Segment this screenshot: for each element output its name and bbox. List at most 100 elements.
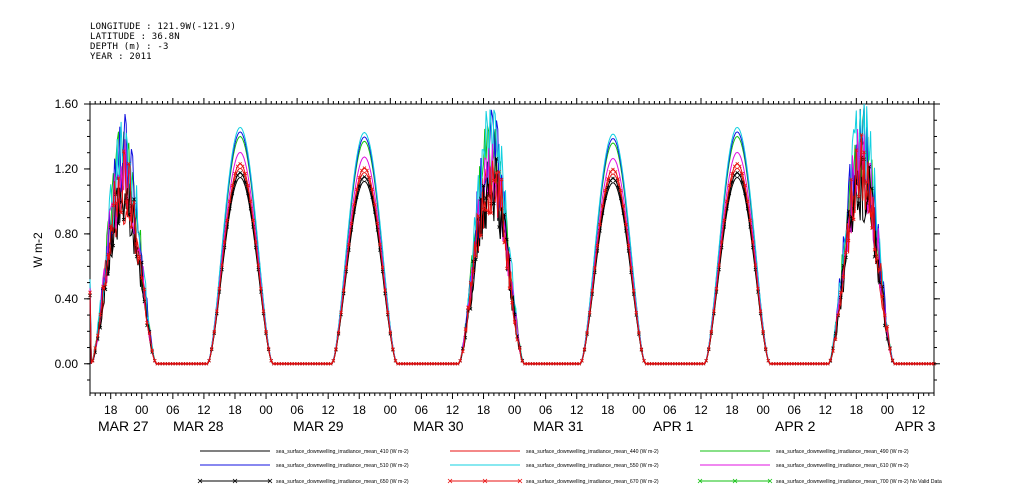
- series-marker: [429, 361, 434, 366]
- series-marker: [323, 361, 328, 366]
- series-marker: [484, 208, 488, 213]
- series-marker: [517, 346, 522, 350]
- series-marker: [859, 133, 864, 137]
- series-marker: [419, 361, 424, 366]
- series-marker: [341, 288, 346, 292]
- series-marker: [129, 225, 134, 229]
- x-tick-label: 12: [322, 403, 336, 417]
- longitude-label: LONGITUDE : 121.9W(-121.9): [90, 22, 237, 32]
- series-marker: [543, 361, 548, 366]
- series-marker: [253, 240, 258, 244]
- series-marker: [466, 305, 470, 310]
- series-marker: [877, 280, 882, 285]
- series-marker: [352, 202, 356, 207]
- series-marker: [567, 361, 571, 366]
- series-marker: [127, 161, 131, 166]
- series-marker: [862, 150, 866, 155]
- series-marker: [722, 218, 727, 223]
- series-marker: [450, 361, 455, 366]
- series-marker: [732, 164, 737, 169]
- series-marker: [106, 252, 110, 257]
- series-marker: [738, 173, 742, 177]
- series-marker: [727, 183, 732, 188]
- legend-marker: [697, 478, 703, 484]
- series-marker: [668, 361, 672, 366]
- x-day-label: MAR 29: [293, 418, 344, 434]
- x-tick-label: 00: [508, 403, 522, 417]
- series-marker: [730, 171, 734, 176]
- series-marker: [839, 290, 843, 295]
- series-marker: [782, 361, 786, 366]
- series-marker: [854, 148, 859, 152]
- x-tick-label: 06: [788, 403, 802, 417]
- series-marker: [152, 358, 157, 363]
- series-marker: [660, 361, 664, 366]
- series-marker: [150, 348, 154, 353]
- series-marker: [530, 361, 535, 366]
- series-marker: [618, 188, 623, 193]
- legend-label-0: sea_surface_downwelling_irradiance_mean_…: [276, 449, 409, 455]
- series-marker: [699, 361, 703, 366]
- x-tick-label: 12: [819, 403, 833, 417]
- series-marker: [310, 361, 315, 366]
- series-marker: [740, 171, 745, 176]
- series-marker: [246, 183, 250, 188]
- series-marker: [238, 161, 242, 166]
- series-marker: [233, 171, 237, 176]
- series-marker: [870, 226, 874, 230]
- series-marker: [730, 180, 734, 184]
- series-marker: [787, 361, 791, 366]
- series-marker: [442, 361, 447, 366]
- series-marker: [678, 361, 683, 366]
- series-marker: [445, 361, 450, 366]
- x-tick-label: 18: [228, 403, 242, 417]
- series-marker: [883, 313, 887, 317]
- series-marker: [914, 361, 918, 366]
- series-marker: [795, 361, 799, 366]
- series-marker: [820, 361, 825, 366]
- series-marker: [344, 265, 349, 270]
- series-marker: [168, 361, 173, 366]
- legend-label-2: sea_surface_downwelling_irradiance_mean_…: [776, 449, 909, 455]
- series-markers-7: [88, 133, 936, 366]
- series-marker: [639, 347, 644, 351]
- legend-label-8: sea_surface_downwelling_irradiance_mean_…: [776, 479, 942, 485]
- series-marker: [577, 361, 582, 366]
- series-marker: [867, 210, 872, 214]
- series-marker: [572, 361, 576, 366]
- depth-label: DEPTH (m) : -3: [90, 42, 169, 52]
- x-tick-label: 06: [539, 403, 553, 417]
- series-marker: [844, 250, 848, 255]
- series-marker: [259, 286, 263, 291]
- series-marker: [339, 310, 343, 315]
- series-marker: [725, 199, 729, 204]
- series-marker: [857, 201, 861, 205]
- series-marker: [458, 359, 463, 363]
- series-marker: [499, 177, 504, 182]
- series-marker: [401, 361, 406, 366]
- series-marker: [334, 347, 338, 351]
- series-marker: [473, 257, 478, 262]
- series-marker: [437, 361, 442, 366]
- series-marker: [173, 361, 178, 366]
- x-tick-label: 12: [912, 403, 926, 417]
- series-marker: [880, 294, 885, 299]
- x-tick-label: 06: [290, 403, 304, 417]
- series-marker: [432, 361, 437, 366]
- series-marker: [574, 361, 579, 366]
- x-tick-label: 00: [632, 403, 646, 417]
- legend-marker: [767, 478, 773, 484]
- legend-label-5: sea_surface_downwelling_irradiance_mean_…: [776, 463, 909, 469]
- series-marker: [261, 309, 266, 313]
- legend-marker: [447, 478, 453, 484]
- series-marker: [590, 288, 595, 293]
- x-day-label: MAR 31: [533, 418, 584, 434]
- series-marker: [375, 221, 380, 226]
- series-marker: [712, 309, 716, 313]
- series-marker: [642, 358, 646, 363]
- series-marker: [282, 361, 286, 366]
- series-marker: [906, 361, 910, 366]
- series-marker: [738, 164, 742, 169]
- series-marker: [248, 199, 253, 204]
- series-marker: [520, 359, 525, 363]
